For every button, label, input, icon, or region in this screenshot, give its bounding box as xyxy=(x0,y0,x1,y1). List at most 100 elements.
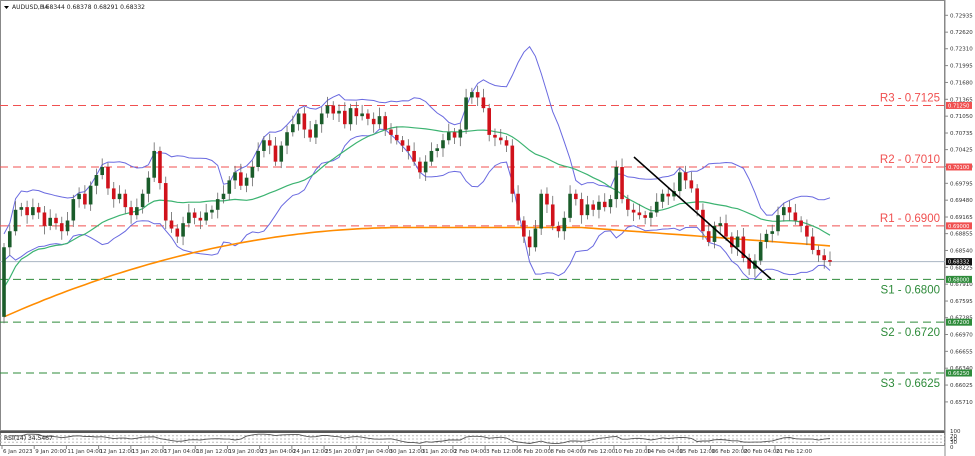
price-tick: 0.67285 xyxy=(950,316,973,322)
candle xyxy=(423,161,428,173)
candle xyxy=(215,199,220,210)
bollinger-upper xyxy=(3,45,831,235)
candle xyxy=(65,220,70,232)
candle xyxy=(452,132,457,138)
candle xyxy=(533,228,538,248)
candle xyxy=(77,193,81,200)
rsi-tick: 70 xyxy=(950,434,957,440)
candle xyxy=(643,215,647,218)
candlesticks xyxy=(2,85,832,324)
candle xyxy=(787,207,792,213)
time-tick: 21 Feb 12:00 xyxy=(776,449,813,455)
price-tick: 0.68855 xyxy=(950,232,973,238)
candle xyxy=(706,231,711,242)
time-tick: 27 Jan 04:00 xyxy=(357,449,392,455)
time-tick: 18 Jan 12:00 xyxy=(196,449,231,455)
candle xyxy=(435,148,440,151)
support-resistance-levels: R3 - 0.7125 R2 - 0.7010 R1 - 0.6900 S1 - 0.… xyxy=(0,92,945,390)
candle xyxy=(799,220,803,226)
time-tick: 11 Jan 04:00 xyxy=(67,449,102,455)
candle xyxy=(94,175,99,186)
candle xyxy=(741,236,746,258)
candle xyxy=(111,188,116,200)
ohlc-values: 0.68344 0.68378 0.68291 0.68332 xyxy=(40,4,145,11)
candle xyxy=(522,220,526,237)
candle xyxy=(487,108,492,135)
time-tick: 2 Feb 04:00 xyxy=(454,449,487,455)
price-tick: 0.71050 xyxy=(950,114,973,120)
candle xyxy=(273,145,278,162)
candle xyxy=(579,199,584,216)
candle xyxy=(262,140,266,151)
price-tick: 0.72310 xyxy=(950,47,973,53)
candle xyxy=(319,113,324,125)
candle xyxy=(19,207,24,210)
candle xyxy=(291,124,295,133)
level-price-tag: 0.66250 xyxy=(948,371,969,377)
collapse-triangle-icon[interactable] xyxy=(4,6,9,9)
candle xyxy=(712,225,717,242)
candle xyxy=(59,223,64,232)
moving-average-fast xyxy=(3,126,831,288)
candle xyxy=(429,150,434,162)
time-tick: 24 Jan 12:00 xyxy=(293,449,328,455)
candle xyxy=(672,191,676,197)
candle xyxy=(348,108,353,125)
candle xyxy=(163,183,168,221)
level-label-s3: S3 - 0.6625 xyxy=(881,378,940,390)
price-tick: 0.66970 xyxy=(950,332,973,338)
time-tick: 17 Jan 04:00 xyxy=(164,449,199,455)
candle xyxy=(13,209,18,232)
candle xyxy=(354,108,359,117)
candle xyxy=(371,118,376,125)
candle xyxy=(620,167,624,200)
candle xyxy=(239,172,243,186)
time-tick: 14 Feb 04:00 xyxy=(647,449,684,455)
candle xyxy=(337,110,341,114)
candle xyxy=(631,209,636,213)
rsi-line xyxy=(9,433,831,444)
candle xyxy=(758,241,763,261)
price-tick: 0.68225 xyxy=(950,265,973,271)
candle xyxy=(123,193,128,208)
chart-header: AUDUSD,H4 0.68344 0.68378 0.68291 0.6833… xyxy=(4,4,145,11)
price-tick: 0.71995 xyxy=(950,64,973,70)
time-tick: 19 Jan 20:00 xyxy=(228,449,263,455)
level-label-r2: R2 - 0.7010 xyxy=(880,154,940,166)
candle xyxy=(747,257,751,269)
price-tick: 0.72620 xyxy=(950,30,973,36)
candle xyxy=(498,137,503,141)
candle xyxy=(683,172,688,181)
candle xyxy=(441,140,445,149)
candle xyxy=(510,145,515,194)
price-tick: 0.71680 xyxy=(950,80,973,86)
candle xyxy=(192,212,197,218)
price-tags: 0.71250 0.70100 0.69000 0.68000 0.67200 0.662… xyxy=(946,101,972,377)
candle xyxy=(822,255,827,261)
price-tick: 0.69795 xyxy=(950,181,973,187)
candle xyxy=(244,177,249,186)
candle xyxy=(805,225,809,237)
candle xyxy=(562,217,567,232)
candle xyxy=(325,105,330,114)
price-tick: 0.66340 xyxy=(950,366,973,372)
candle xyxy=(458,129,463,138)
candle xyxy=(198,217,203,221)
time-tick: 25 Jan 20:00 xyxy=(325,449,360,455)
candle xyxy=(221,193,226,200)
candle xyxy=(296,113,301,125)
candle xyxy=(735,236,740,248)
level-label-s1: S1 - 0.6800 xyxy=(881,284,940,296)
candle xyxy=(550,204,555,226)
candle xyxy=(545,193,549,205)
price-tick: 0.69165 xyxy=(950,215,973,221)
candle xyxy=(412,150,416,162)
candle xyxy=(406,145,411,151)
candle xyxy=(152,150,156,178)
time-tick: 31 Jan 20:00 xyxy=(422,449,457,455)
candle xyxy=(88,185,93,205)
candle xyxy=(279,145,284,162)
descending-trendline[interactable] xyxy=(633,156,772,280)
candle xyxy=(83,193,87,205)
